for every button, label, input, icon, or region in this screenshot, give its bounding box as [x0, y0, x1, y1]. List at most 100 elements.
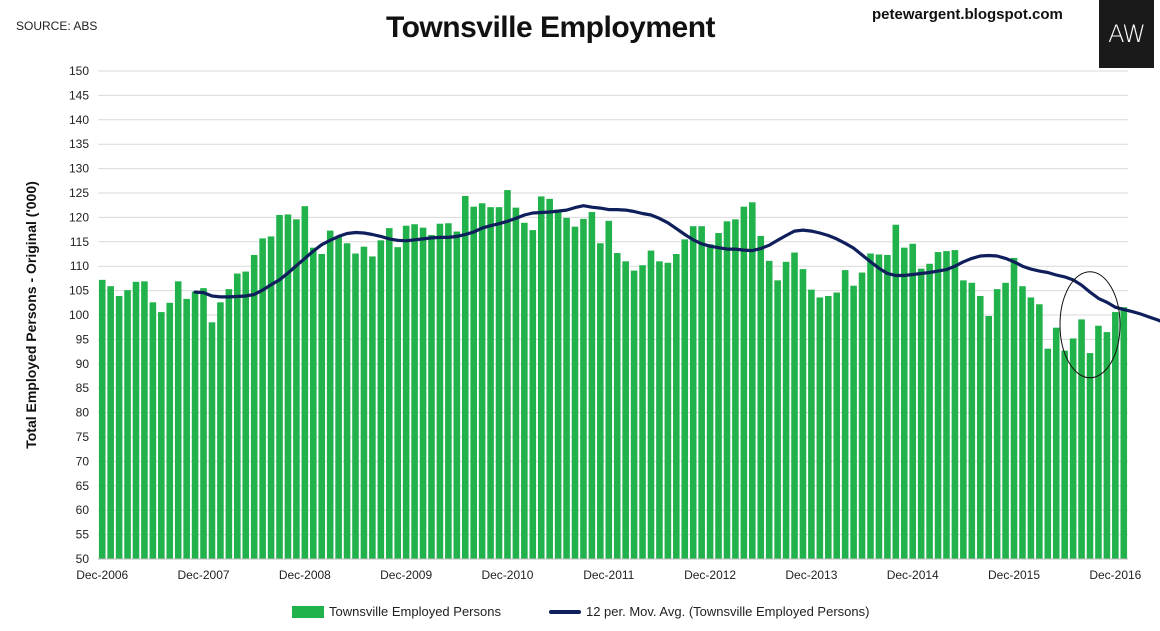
bar — [293, 219, 300, 560]
y-tick-label: 125 — [69, 186, 89, 200]
bar — [968, 282, 976, 559]
legend: Townsville Employed Persons 12 per. Mov.… — [292, 604, 869, 619]
bar — [318, 254, 326, 559]
y-tick-label: 110 — [70, 259, 89, 273]
bar — [276, 214, 283, 559]
x-tick-label: Dec-2014 — [887, 568, 939, 582]
bar — [715, 233, 722, 560]
bar — [774, 280, 781, 559]
bar — [225, 289, 233, 559]
x-tick-label: Dec-2010 — [481, 568, 533, 582]
chart-title: Townsville Employment — [386, 11, 716, 44]
bar — [1120, 307, 1128, 559]
moving-average-line — [193, 204, 1160, 323]
bar — [537, 196, 545, 559]
bar — [1019, 286, 1026, 559]
bar — [934, 252, 942, 559]
bar — [808, 289, 815, 559]
bar — [799, 269, 807, 559]
bar — [723, 221, 731, 559]
bar — [757, 235, 765, 559]
bar — [521, 222, 528, 559]
bar — [647, 250, 655, 560]
bar — [1095, 325, 1102, 559]
bar — [630, 270, 638, 559]
y-tick-label: 115 — [70, 235, 89, 249]
bar — [1002, 282, 1009, 559]
bar — [419, 227, 427, 559]
source-label: SOURCE: ABS — [16, 19, 98, 33]
bar — [985, 315, 992, 559]
y-tick-label: 55 — [76, 528, 90, 542]
y-tick-label: 105 — [69, 284, 89, 298]
bar — [765, 260, 773, 559]
bar — [740, 206, 748, 559]
bar — [588, 212, 596, 560]
x-tick-label: Dec-2015 — [988, 568, 1040, 582]
bar — [428, 234, 435, 559]
bar — [605, 220, 613, 560]
bar — [664, 262, 672, 559]
y-tick-label: 120 — [69, 210, 89, 224]
bar — [234, 273, 241, 559]
bar — [875, 254, 883, 559]
bar — [174, 281, 182, 559]
bar — [706, 244, 714, 560]
bar — [673, 254, 680, 559]
legend-line-swatch — [548, 609, 581, 614]
bar — [1036, 304, 1043, 559]
bar — [571, 226, 579, 559]
bar — [183, 298, 190, 559]
bar — [394, 247, 402, 559]
bar — [824, 295, 832, 559]
highlight-ellipse — [1059, 271, 1121, 379]
bar — [926, 263, 933, 559]
bar — [639, 265, 646, 559]
y-tick-label: 90 — [76, 357, 90, 371]
y-tick-label: 65 — [76, 479, 90, 493]
bar — [580, 218, 587, 559]
bar — [166, 302, 174, 559]
bar — [546, 198, 553, 559]
bar — [884, 254, 891, 559]
bar — [98, 279, 106, 559]
bar — [892, 224, 900, 559]
bar — [107, 286, 114, 559]
bar — [1044, 348, 1052, 559]
bar — [1103, 332, 1111, 559]
bar — [1010, 257, 1018, 559]
bar — [191, 291, 199, 559]
bar — [867, 253, 874, 559]
bar — [597, 243, 604, 559]
x-tick-label: Dec-2006 — [76, 568, 128, 582]
bar — [141, 281, 148, 559]
bar — [352, 253, 359, 559]
bar — [681, 239, 689, 560]
bar — [208, 322, 216, 559]
chart-svg: 50 55 60 65 70 75 80 85 90 95 100 105 110 115 120 125 13… — [23, 64, 1160, 582]
bar — [1112, 312, 1119, 559]
bar — [478, 203, 486, 560]
x-tick-label: Dec-2012 — [684, 568, 736, 582]
bar — [453, 231, 461, 559]
x-tick-label: Dec-2013 — [785, 568, 837, 582]
x-tick-label: Dec-2011 — [583, 568, 634, 582]
bar — [732, 219, 739, 560]
bar — [816, 297, 824, 559]
bar — [622, 261, 629, 559]
bar — [267, 236, 275, 559]
bar — [833, 292, 841, 559]
x-tick-label: Dec-2008 — [279, 568, 331, 582]
y-tick-label: 95 — [76, 332, 90, 346]
bar — [529, 230, 537, 559]
bar — [343, 243, 351, 559]
x-tick-label: Dec-2016 — [1089, 568, 1141, 582]
y-tick-label: 145 — [69, 88, 89, 102]
bar — [360, 246, 368, 559]
bar — [149, 302, 157, 559]
bar — [504, 190, 511, 559]
bar — [993, 289, 1001, 559]
bar — [250, 254, 258, 559]
bar — [301, 206, 309, 559]
bar — [1078, 319, 1085, 559]
